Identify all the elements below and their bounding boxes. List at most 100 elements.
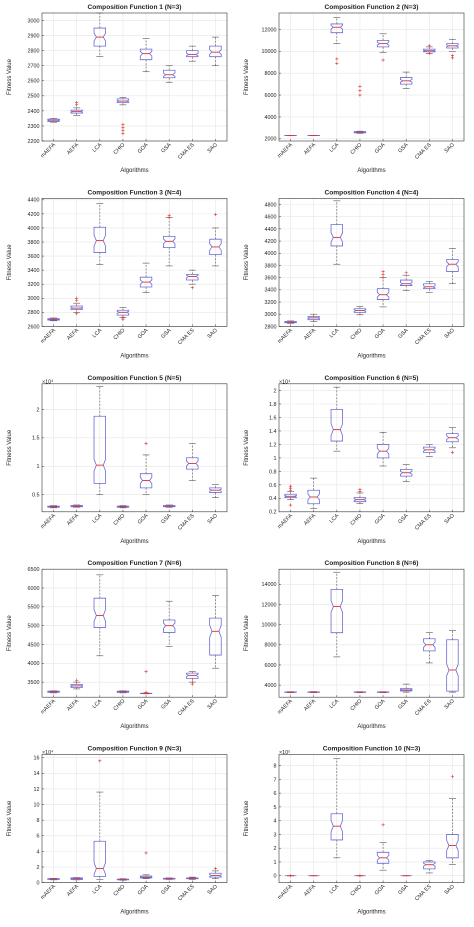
y-tick-label: 10000 xyxy=(262,623,277,629)
notched-box xyxy=(284,321,297,324)
outlier-marker xyxy=(427,51,431,56)
y-tick-label: 3000 xyxy=(28,296,40,302)
y-tick-label: 12000 xyxy=(262,602,277,608)
notched-box xyxy=(446,258,459,272)
box-GOA xyxy=(139,851,153,879)
box-LCA xyxy=(330,200,343,265)
subplot-2: Composition Function 2 (N=3) 2000 4000 6000… xyxy=(244,4,465,174)
box-SAO xyxy=(209,866,222,879)
box-LCA xyxy=(93,759,106,880)
outlier-marker xyxy=(144,851,148,855)
plot-area xyxy=(279,569,464,698)
x-tick-label: LCA xyxy=(92,513,104,525)
box-SAO xyxy=(446,38,459,60)
y-tick-label: 14000 xyxy=(262,582,277,588)
x-tick-label: GSA xyxy=(397,327,410,340)
y-tick-label: 4400 xyxy=(28,198,40,204)
outlier-marker xyxy=(335,61,339,65)
subplot-title: Composition Function 2 (N=3) xyxy=(325,4,419,11)
outlier-marker xyxy=(144,690,148,694)
box-CMA ES xyxy=(186,876,199,880)
x-tick-label: SAO xyxy=(444,513,456,525)
y-tick-label: 2200 xyxy=(28,139,40,145)
x-tick-label: CMA ES xyxy=(414,142,433,161)
y-tick-label: 2800 xyxy=(28,310,40,316)
x-tick-label: mAEFA xyxy=(40,513,57,530)
axes-frame xyxy=(41,568,228,698)
box-LCA xyxy=(93,12,106,57)
axes-frame xyxy=(278,12,465,142)
notched-box xyxy=(47,118,60,122)
y-tick-label: 1.6 xyxy=(269,415,277,421)
y-tick-label: 5500 xyxy=(28,605,40,611)
notched-box xyxy=(400,279,413,286)
y-tick-label: 0.2 xyxy=(269,510,277,516)
x-tick-label: LCA xyxy=(92,883,104,895)
y-axis-label: Fitness Value xyxy=(7,800,13,837)
notched-box xyxy=(209,238,222,256)
y-tick-label: 4500 xyxy=(28,642,40,648)
outlier-marker xyxy=(190,286,194,290)
x-tick-label: GOA xyxy=(137,698,150,711)
x-tick-label: mAEFA xyxy=(40,698,57,715)
box-GOA xyxy=(376,691,390,693)
outlier-marker xyxy=(450,775,455,779)
y-tick-label: 1.8 xyxy=(269,402,277,408)
plot-area xyxy=(279,754,464,883)
box-CHIO xyxy=(353,305,367,316)
x-tick-label: SAO xyxy=(207,884,219,896)
outlier-marker xyxy=(144,441,148,446)
y-tick-label: 1 xyxy=(37,464,40,470)
notched-box xyxy=(163,69,176,79)
y-tick-label: 4000 xyxy=(28,226,40,232)
y-tick-label: 0.5 xyxy=(32,493,40,499)
y-tick-label: 3400 xyxy=(265,288,277,294)
notched-box xyxy=(330,588,343,634)
notched-box xyxy=(116,505,130,508)
notched-box xyxy=(209,872,222,878)
x-tick-label: mAEFA xyxy=(277,698,294,715)
x-axis-label: Algorithms xyxy=(357,168,385,174)
box-mAEFA xyxy=(284,874,297,878)
notched-box xyxy=(400,468,413,477)
y-tick-label: 1.4 xyxy=(269,429,277,435)
x-tick-label: GSA xyxy=(160,698,173,711)
notched-box xyxy=(353,497,367,503)
outlier-marker xyxy=(381,276,385,280)
x-tick-label: CMA ES xyxy=(414,327,433,346)
x-tick-label: GSA xyxy=(160,883,173,896)
x-tick-label: CHIO xyxy=(350,328,364,342)
y-tick-label: 3800 xyxy=(265,263,277,269)
box-AEFA xyxy=(70,101,83,116)
notched-box xyxy=(47,878,60,880)
box-GOA xyxy=(376,269,390,308)
outlier-marker xyxy=(288,874,293,878)
x-tick-label: CMA ES xyxy=(177,513,196,532)
x-axis-label: Algorithms xyxy=(357,353,385,359)
x-tick-label: CMA ES xyxy=(177,327,196,346)
x-tick-label: GSA xyxy=(397,142,410,155)
box-CHIO xyxy=(353,84,367,134)
outlier-marker xyxy=(358,89,362,93)
y-tick-label: 6000 xyxy=(28,586,40,592)
x-tick-label: GSA xyxy=(397,513,410,526)
notched-box xyxy=(307,316,320,321)
notched-box xyxy=(186,877,199,880)
y-tick-label: 6000 xyxy=(265,93,277,99)
box-SAO xyxy=(446,248,459,285)
box-GOA xyxy=(139,670,153,695)
notched-box xyxy=(93,840,106,877)
y-tick-label: 4000 xyxy=(28,661,40,667)
box-GSA xyxy=(400,464,413,482)
notched-box xyxy=(446,433,459,443)
subplot-title: Composition Function 3 (N=4) xyxy=(88,189,182,196)
notched-box xyxy=(139,276,153,288)
y-tick-label: 4400 xyxy=(265,227,277,233)
y-axis-label: Fitness Value xyxy=(244,615,250,652)
x-tick-label: LCA xyxy=(92,142,104,154)
box-CMA ES xyxy=(186,443,199,481)
outlier-marker xyxy=(213,866,218,871)
outlier-marker xyxy=(450,450,455,455)
y-tick-label: 0.8 xyxy=(269,469,277,475)
x-tick-label: AEFA xyxy=(66,698,80,712)
